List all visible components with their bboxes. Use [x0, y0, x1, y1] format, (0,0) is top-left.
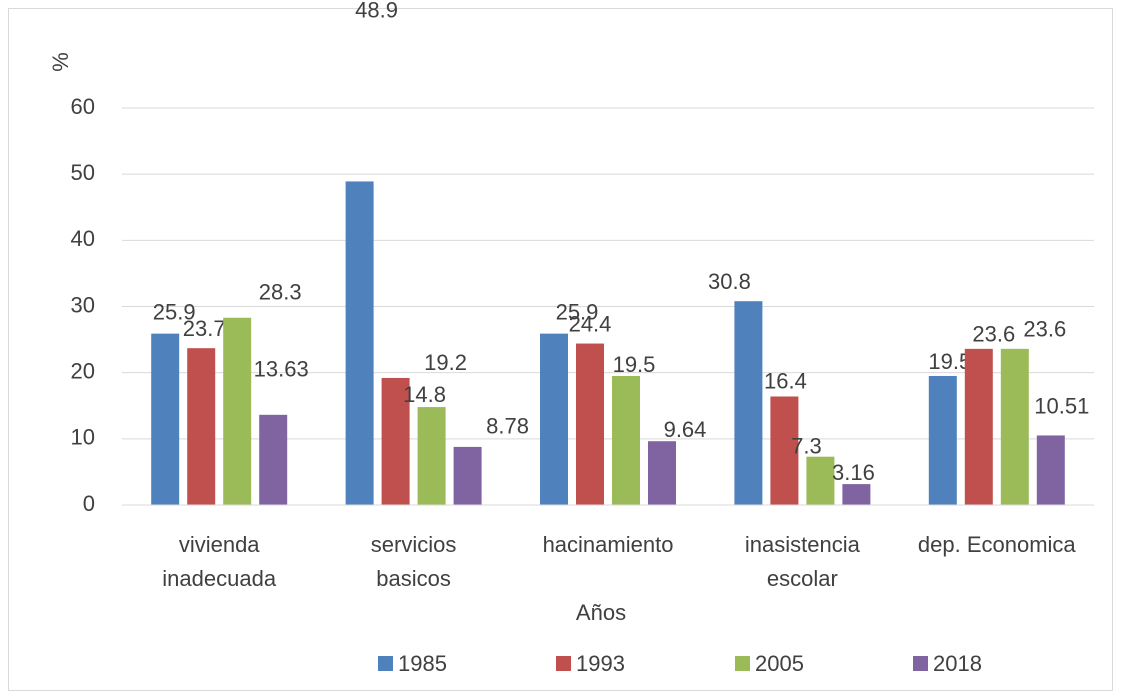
- bar: [648, 441, 676, 505]
- bar: [928, 375, 957, 505]
- bar: [151, 333, 180, 505]
- data-label: 23.6: [1023, 317, 1066, 342]
- bar: [540, 333, 568, 505]
- legend-swatch: [378, 656, 393, 671]
- bar: [417, 407, 446, 505]
- x-tick-label: servicios basicos: [370, 532, 457, 591]
- data-label: 24.4: [569, 311, 612, 336]
- y-tick-label: 10: [71, 425, 95, 450]
- data-label: 16.4: [764, 368, 807, 393]
- data-label: 25.9: [556, 299, 599, 324]
- data-label: 23.6: [972, 322, 1015, 347]
- y-tick-label: 0: [83, 491, 95, 516]
- data-label: 19.5: [613, 352, 656, 377]
- data-label: 48.9: [355, 0, 398, 22]
- legend-swatch: [913, 656, 928, 671]
- bar: [734, 301, 763, 505]
- data-label: 10.51: [1034, 393, 1089, 418]
- bar: [1000, 348, 1029, 505]
- x-tick-label: vivienda inadecuada: [162, 532, 277, 591]
- bar: [770, 396, 799, 505]
- bar: [612, 375, 640, 505]
- bar: [1036, 435, 1065, 505]
- bar: [259, 414, 288, 505]
- data-label: 28.3: [259, 280, 302, 305]
- y-tick-label: 30: [71, 292, 95, 317]
- data-label: 19.5: [928, 349, 971, 374]
- x-tick-label: dep. Economica: [917, 532, 1076, 557]
- y-tick-label: 60: [71, 94, 95, 119]
- y-axis-title: %: [48, 52, 73, 72]
- data-label: 13.63: [254, 357, 309, 382]
- y-tick-label: 40: [71, 226, 95, 251]
- legend-swatch: [556, 656, 571, 671]
- data-label: 7.3: [791, 434, 822, 459]
- data-label: 9.64: [664, 417, 707, 442]
- x-tick-label: hacinamiento: [542, 532, 674, 557]
- data-label: 23.7: [183, 316, 226, 341]
- bar: [576, 343, 604, 505]
- bar: [345, 181, 374, 505]
- legend-label: 2005: [755, 651, 804, 676]
- bar: [964, 348, 993, 505]
- bar: [223, 317, 252, 505]
- bar: [187, 348, 216, 505]
- legend-label: 1985: [398, 651, 447, 676]
- data-label: 19.2: [424, 350, 467, 375]
- bar: [842, 484, 871, 505]
- x-axis-title: Años: [576, 600, 626, 625]
- bar: [453, 446, 482, 505]
- data-label: 14.8: [403, 382, 446, 407]
- data-label: 25.9: [153, 299, 196, 324]
- y-tick-label: 50: [71, 160, 95, 185]
- legend-swatch: [735, 656, 750, 671]
- data-label: 3.16: [832, 460, 875, 485]
- legend-label: 2018: [933, 651, 982, 676]
- bar: [381, 377, 410, 505]
- y-tick-label: 20: [71, 358, 95, 383]
- data-label: 8.78: [486, 414, 529, 439]
- data-label: 30.8: [708, 269, 751, 294]
- bar: [806, 456, 835, 505]
- x-tick-label: inasistencia escolar: [744, 532, 860, 591]
- legend-label: 1993: [576, 651, 625, 676]
